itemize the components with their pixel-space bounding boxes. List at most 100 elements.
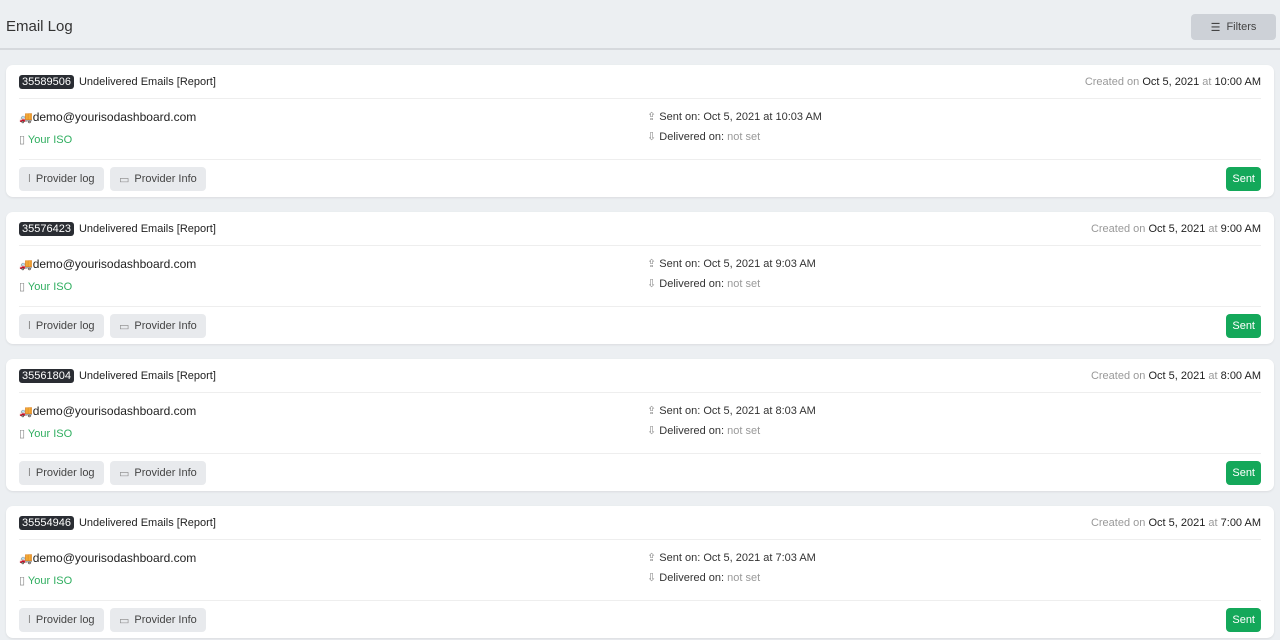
download-tray-icon: ⇩ [647,131,657,143]
download-tray-icon: ⇩ [647,425,657,437]
page-title: Email Log [6,18,73,35]
card-header: 35561804 Undelivered Emails [Report] Cre… [19,359,1261,393]
sent-value: Oct 5, 2021 at 9:03 AM [703,258,816,270]
id-card-icon: ▭ [119,173,130,186]
created-date: Oct 5, 2021 [1142,75,1200,88]
recipient-email: demo@yourisodashboard.com [32,257,197,271]
filters-button[interactable]: ☰ Filters [1191,14,1276,40]
filters-label: Filters [1226,21,1257,33]
provider-info-label: Provider Info [134,320,197,332]
provider-info-button[interactable]: ▭ Provider Info [110,608,206,632]
provider-log-button[interactable]: ǀ Provider log [19,167,104,191]
sent-value: Oct 5, 2021 at 10:03 AM [703,111,822,123]
iso: ▯ Your ISO [19,574,72,587]
provider-log-button[interactable]: ǀ Provider log [19,608,104,632]
delivered-on: ⇩ Delivered on: not set [647,277,760,290]
delivered-value: not set [727,131,761,143]
truck-icon: 🚚 [19,112,33,124]
info-icon: ǀ [28,173,31,185]
sent-value: Oct 5, 2021 at 8:03 AM [703,405,816,417]
provider-info-button[interactable]: ▭ Provider Info [110,167,206,191]
created-label: Created on [1084,75,1140,88]
created-time: 7:00 AM [1220,516,1261,529]
at-label: at [1208,516,1218,529]
id-card-icon: ▭ [119,320,130,333]
email-log-card: 35561804 Undelivered Emails [Report] Cre… [6,359,1274,491]
created-time: 9:00 AM [1220,222,1261,235]
created-on: Created on Oct 5, 2021 at 9:00 AM [1091,223,1261,235]
delivered-on: ⇩ Delivered on: not set [647,424,760,437]
created-on: Created on Oct 5, 2021 at 10:00 AM [1085,76,1261,88]
sliders-icon: ☰ [1210,21,1221,34]
delivered-label: Delivered on: [659,131,725,143]
sent-label: Sent on: [659,111,701,123]
created-label: Created on [1090,516,1146,529]
iso-name: Your ISO [27,428,73,440]
provider-info-label: Provider Info [134,614,197,626]
iso: ▯ Your ISO [19,280,72,293]
provider-log-button[interactable]: ǀ Provider log [19,461,104,485]
upload-tray-icon: ⇪ [647,552,657,564]
created-date: Oct 5, 2021 [1148,369,1206,382]
divider [19,600,1261,601]
sent-on: ⇪ Sent on: Oct 5, 2021 at 7:03 AM [647,551,816,564]
email-subject: Undelivered Emails [Report] [78,222,216,235]
building-icon: ▯ [19,428,26,440]
status-badge: Sent [1226,608,1261,632]
sent-value: Oct 5, 2021 at 7:03 AM [703,552,816,564]
card-header: 35576423 Undelivered Emails [Report] Cre… [19,212,1261,246]
created-label: Created on [1090,222,1146,235]
email-id-badge: 35561804 [19,368,74,383]
card-header: 35554946 Undelivered Emails [Report] Cre… [19,506,1261,540]
email-log-card: 35554946 Undelivered Emails [Report] Cre… [6,506,1274,638]
email-id-badge: 35554946 [19,515,74,530]
id-card-icon: ▭ [119,614,130,627]
email-log-card: 35589506 Undelivered Emails [Report] Cre… [6,65,1274,197]
truck-icon: 🚚 [19,406,33,418]
iso-name: Your ISO [27,281,73,293]
provider-log-label: Provider log [35,173,95,185]
sent-on: ⇪ Sent on: Oct 5, 2021 at 10:03 AM [647,110,822,123]
provider-log-label: Provider log [35,614,95,626]
divider [19,159,1261,160]
download-tray-icon: ⇩ [647,572,657,584]
recipient: 🚚demo@yourisodashboard.com [19,404,196,418]
provider-log-label: Provider log [35,320,95,332]
status-badge: Sent [1226,314,1261,338]
divider [19,306,1261,307]
provider-info-button[interactable]: ▭ Provider Info [110,314,206,338]
recipient-email: demo@yourisodashboard.com [32,110,197,124]
delivered-value: not set [727,278,761,290]
created-time: 10:00 AM [1214,75,1261,88]
info-icon: ǀ [28,614,31,626]
sent-on: ⇪ Sent on: Oct 5, 2021 at 9:03 AM [647,257,816,270]
email-id-badge: 35576423 [19,221,74,236]
created-on: Created on Oct 5, 2021 at 7:00 AM [1091,517,1261,529]
email-subject: Undelivered Emails [Report] [78,369,216,382]
created-date: Oct 5, 2021 [1148,222,1206,235]
status-badge: Sent [1226,461,1261,485]
building-icon: ▯ [19,575,26,587]
provider-log-button[interactable]: ǀ Provider log [19,314,104,338]
delivered-value: not set [727,425,761,437]
provider-info-label: Provider Info [134,173,197,185]
at-label: at [1202,75,1212,88]
sent-label: Sent on: [659,258,701,270]
iso: ▯ Your ISO [19,133,72,146]
divider [19,453,1261,454]
at-label: at [1208,369,1218,382]
provider-info-button[interactable]: ▭ Provider Info [110,461,206,485]
delivered-label: Delivered on: [659,278,725,290]
building-icon: ▯ [19,134,26,146]
iso-name: Your ISO [27,134,73,146]
truck-icon: 🚚 [19,553,33,565]
recipient-email: demo@yourisodashboard.com [32,551,197,565]
created-on: Created on Oct 5, 2021 at 8:00 AM [1091,370,1261,382]
card-header: 35589506 Undelivered Emails [Report] Cre… [19,65,1261,99]
delivered-value: not set [727,572,761,584]
upload-tray-icon: ⇪ [647,405,657,417]
created-label: Created on [1090,369,1146,382]
download-tray-icon: ⇩ [647,278,657,290]
building-icon: ▯ [19,281,26,293]
provider-log-label: Provider log [35,467,95,479]
